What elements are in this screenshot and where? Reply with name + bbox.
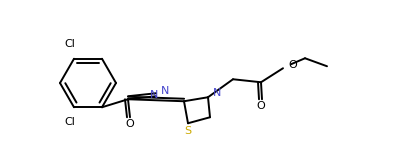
Text: O: O (257, 101, 265, 111)
Text: Cl: Cl (64, 39, 75, 49)
Text: N: N (150, 90, 158, 100)
Text: N: N (161, 86, 169, 96)
Text: N: N (213, 88, 221, 98)
Text: S: S (185, 126, 191, 136)
Text: O: O (288, 60, 297, 70)
Text: Cl: Cl (64, 117, 75, 127)
Text: O: O (126, 119, 134, 129)
